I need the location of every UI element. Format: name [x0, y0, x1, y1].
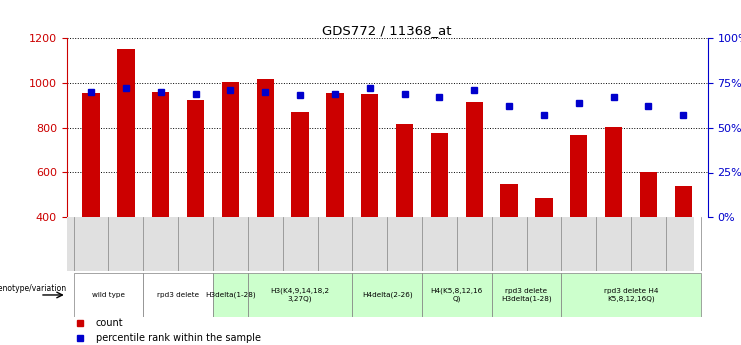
Bar — [500, 184, 518, 217]
Bar — [352, 274, 422, 316]
Bar — [152, 92, 170, 217]
Text: count: count — [96, 318, 123, 328]
Bar — [422, 274, 492, 316]
Bar — [535, 198, 553, 217]
Bar — [570, 136, 588, 217]
Text: wild type: wild type — [92, 292, 125, 298]
Bar — [222, 82, 239, 217]
Bar — [143, 274, 213, 316]
Text: H4(K5,8,12,16
Q): H4(K5,8,12,16 Q) — [431, 288, 483, 302]
Text: H3delta(1-28): H3delta(1-28) — [205, 292, 256, 298]
Text: rpd3 delete H4
K5,8,12,16Q): rpd3 delete H4 K5,8,12,16Q) — [604, 288, 658, 302]
Text: H3(K4,9,14,18,2
3,27Q): H3(K4,9,14,18,2 3,27Q) — [270, 288, 330, 302]
Bar — [247, 274, 352, 316]
Bar — [213, 274, 247, 316]
Bar — [82, 93, 100, 217]
Text: genotype/variation: genotype/variation — [0, 284, 67, 293]
Bar — [187, 100, 205, 217]
Bar — [396, 124, 413, 217]
Bar — [465, 102, 483, 217]
Bar — [605, 127, 622, 217]
Text: rpd3 delete: rpd3 delete — [157, 292, 199, 298]
Bar — [361, 94, 379, 217]
Bar — [639, 172, 657, 217]
Bar — [562, 274, 701, 316]
Text: percentile rank within the sample: percentile rank within the sample — [96, 333, 261, 343]
Bar — [674, 186, 692, 217]
Bar — [256, 79, 274, 217]
Title: GDS772 / 11368_at: GDS772 / 11368_at — [322, 24, 452, 37]
Bar — [117, 49, 135, 217]
Text: rpd3 delete
H3delta(1-28): rpd3 delete H3delta(1-28) — [501, 288, 552, 302]
Text: H4delta(2-26): H4delta(2-26) — [362, 292, 413, 298]
Bar — [73, 274, 143, 316]
Bar — [431, 133, 448, 217]
Bar — [326, 93, 344, 217]
Bar — [492, 274, 562, 316]
Bar — [291, 112, 309, 217]
